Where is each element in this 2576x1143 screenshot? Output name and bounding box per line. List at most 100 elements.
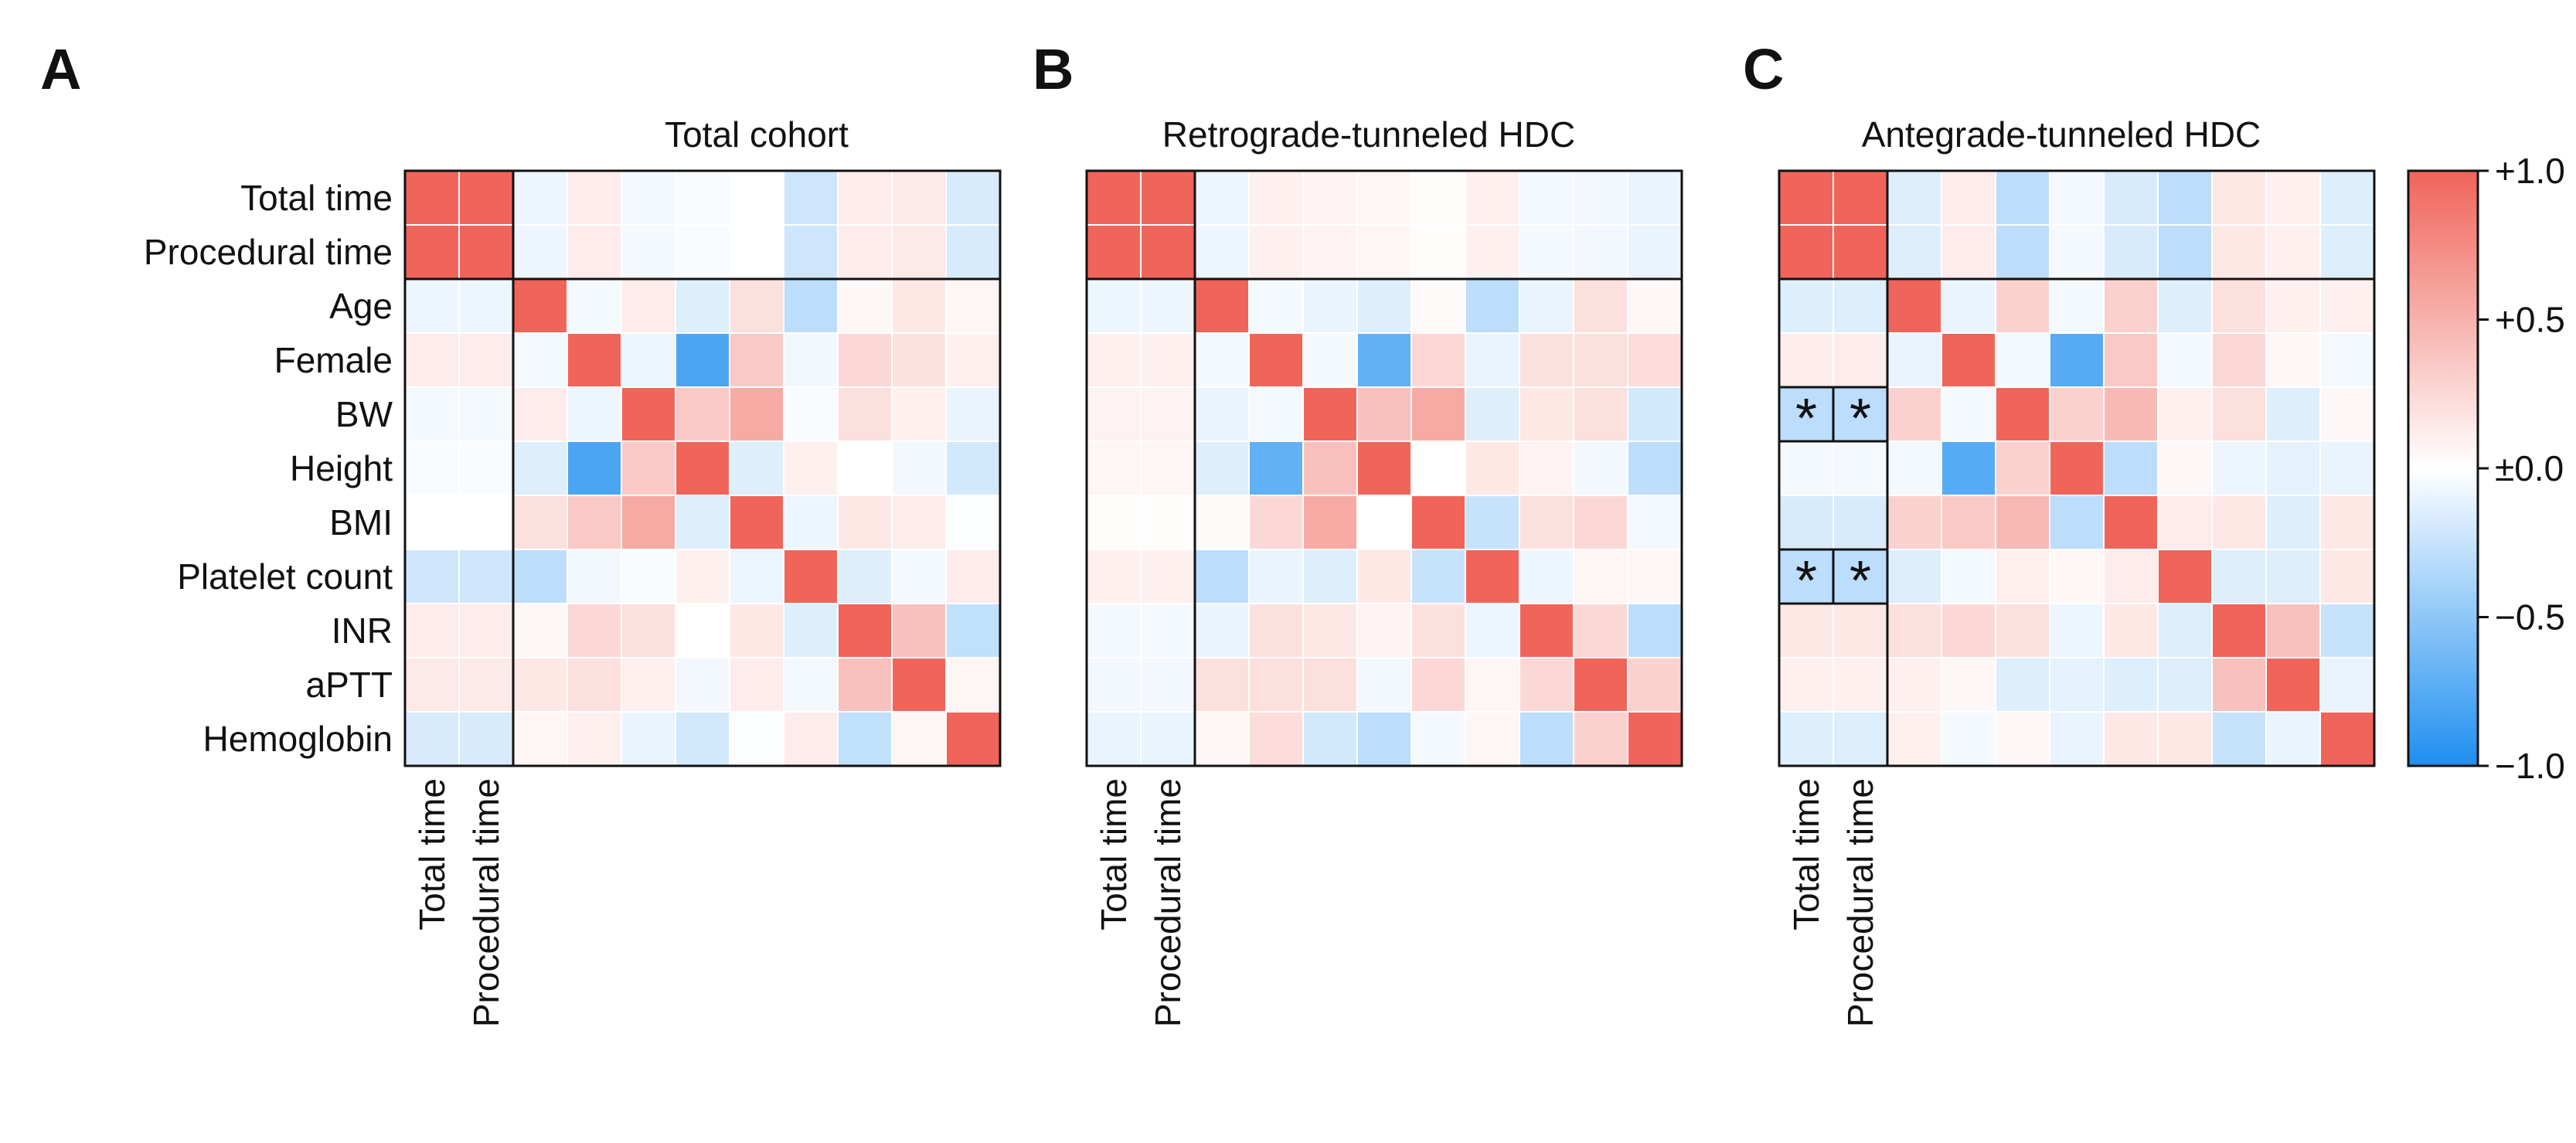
colorbar-tick-label: ±0.0	[2495, 448, 2564, 488]
heatmap-cell	[1140, 495, 1196, 550]
heatmap-cell	[1832, 495, 1888, 550]
colorbar-gradient	[2407, 169, 2479, 767]
heatmap-cell	[1941, 332, 1996, 388]
heatmap-cell	[1086, 657, 1142, 713]
heatmap-cell	[2157, 332, 2213, 388]
heatmap-frame	[403, 169, 1002, 767]
heatmap-cell	[1519, 603, 1574, 658]
heatmap-panel-c: C Antegrade-tunneled HDC * * * * Total time Pro…	[1743, 37, 2376, 1027]
heatmap-cell	[1248, 224, 1304, 280]
heatmap-cell	[2319, 278, 2375, 334]
heatmap-cell	[837, 332, 893, 388]
heatmap-cell	[621, 657, 676, 713]
heatmap-frame	[1085, 169, 1683, 767]
heatmap-cell	[1411, 603, 1466, 658]
heatmap-cell	[2103, 657, 2159, 713]
heatmap-cell	[1356, 549, 1412, 604]
heatmap-cell	[1465, 549, 1520, 604]
heatmap-cell	[1140, 441, 1196, 496]
heatmap-cell	[837, 711, 893, 767]
column-label: Procedural time	[1148, 778, 1188, 1027]
heatmap-cell	[837, 278, 893, 334]
heatmap-cell	[1995, 278, 2050, 334]
heatmap-cell	[1941, 170, 1996, 226]
heatmap-cell	[1356, 332, 1412, 388]
heatmap-cell	[1356, 711, 1412, 767]
heatmap-cell	[2319, 495, 2375, 550]
heatmap-cell	[729, 170, 784, 226]
heatmap-cell	[2049, 224, 2105, 280]
heatmap-cell	[1411, 495, 1466, 550]
heatmap-cell	[1778, 332, 1834, 388]
heatmap-cell	[1519, 549, 1574, 604]
heatmap-cell	[1411, 170, 1466, 226]
heatmap-cell	[567, 603, 622, 658]
heatmap-cell	[2103, 224, 2159, 280]
panel-letter: B	[1033, 37, 1074, 101]
heatmap-cell	[1941, 549, 1996, 604]
heatmap-cell	[567, 224, 622, 280]
heatmap-cell	[891, 603, 947, 658]
heatmap-cell	[1832, 711, 1888, 767]
heatmap-cell	[2103, 495, 2159, 550]
heatmap-cell	[783, 603, 839, 658]
heatmap-cell	[1627, 332, 1683, 388]
heatmap-cell	[567, 386, 622, 442]
heatmap-cell	[2103, 603, 2159, 658]
heatmap-cell	[512, 603, 568, 658]
heatmap-cell	[1887, 170, 1942, 226]
heatmap-cell	[1995, 224, 2050, 280]
heatmap-cell	[2265, 711, 2321, 767]
heatmap-cell	[1941, 711, 1996, 767]
heatmap-cell	[567, 170, 622, 226]
heatmap-cell	[1887, 603, 1942, 658]
heatmap-cell	[1465, 332, 1520, 388]
heatmap-cell	[1995, 495, 2050, 550]
heatmap-cell	[729, 278, 784, 334]
heatmap-cell	[729, 332, 784, 388]
heatmap-cell	[1411, 711, 1466, 767]
heatmap-cell	[2319, 441, 2375, 496]
heatmap-cell	[891, 441, 947, 496]
heatmap-cell	[2265, 657, 2321, 713]
panel-title: Total cohort	[665, 114, 849, 155]
heatmap-cell	[837, 603, 893, 658]
heatmap-cell	[2319, 386, 2375, 442]
row-label: Female	[274, 340, 393, 380]
heatmap-cell	[2265, 549, 2321, 604]
heatmap-cell	[945, 386, 1001, 442]
heatmap-cell	[2049, 657, 2105, 713]
heatmap-cell	[1573, 278, 1628, 334]
heatmap-cell	[1140, 711, 1196, 767]
heatmap-cell	[1356, 170, 1412, 226]
heatmap-cell	[1302, 711, 1358, 767]
heatmap-cell	[1086, 170, 1142, 226]
heatmap-cell	[2211, 386, 2267, 442]
heatmap-cell	[1573, 711, 1628, 767]
heatmap-cell	[891, 224, 947, 280]
heatmap-cell	[1248, 657, 1304, 713]
heatmap-cell	[1995, 332, 2050, 388]
heatmap-cell	[621, 170, 676, 226]
heatmap-panel-b: B Retrograde-tunneled HDC Total time Proced…	[1033, 37, 1683, 1027]
column-label: Total time	[412, 778, 452, 930]
heatmap-cell	[1194, 603, 1250, 658]
heatmap-cell	[1887, 386, 1942, 442]
heatmap-cell	[1465, 495, 1520, 550]
heatmap-cell	[675, 386, 730, 442]
heatmap-cell	[1519, 657, 1574, 713]
heatmap-cell	[729, 441, 784, 496]
heatmap-cell	[1519, 495, 1574, 550]
heatmap-cell	[1832, 657, 1888, 713]
heatmap-cell	[729, 711, 784, 767]
heatmap-cell	[2265, 386, 2321, 442]
heatmap-cell	[1887, 495, 1942, 550]
heatmap-cell	[567, 657, 622, 713]
heatmap-cell	[1887, 549, 1942, 604]
heatmap-cell	[1941, 495, 1996, 550]
colorbar-tick-label: −0.5	[2495, 597, 2565, 638]
heatmap-cell	[783, 278, 839, 334]
heatmap-cell	[2265, 170, 2321, 226]
heatmap-cell	[945, 495, 1001, 550]
heatmap-cell	[1941, 441, 1996, 496]
